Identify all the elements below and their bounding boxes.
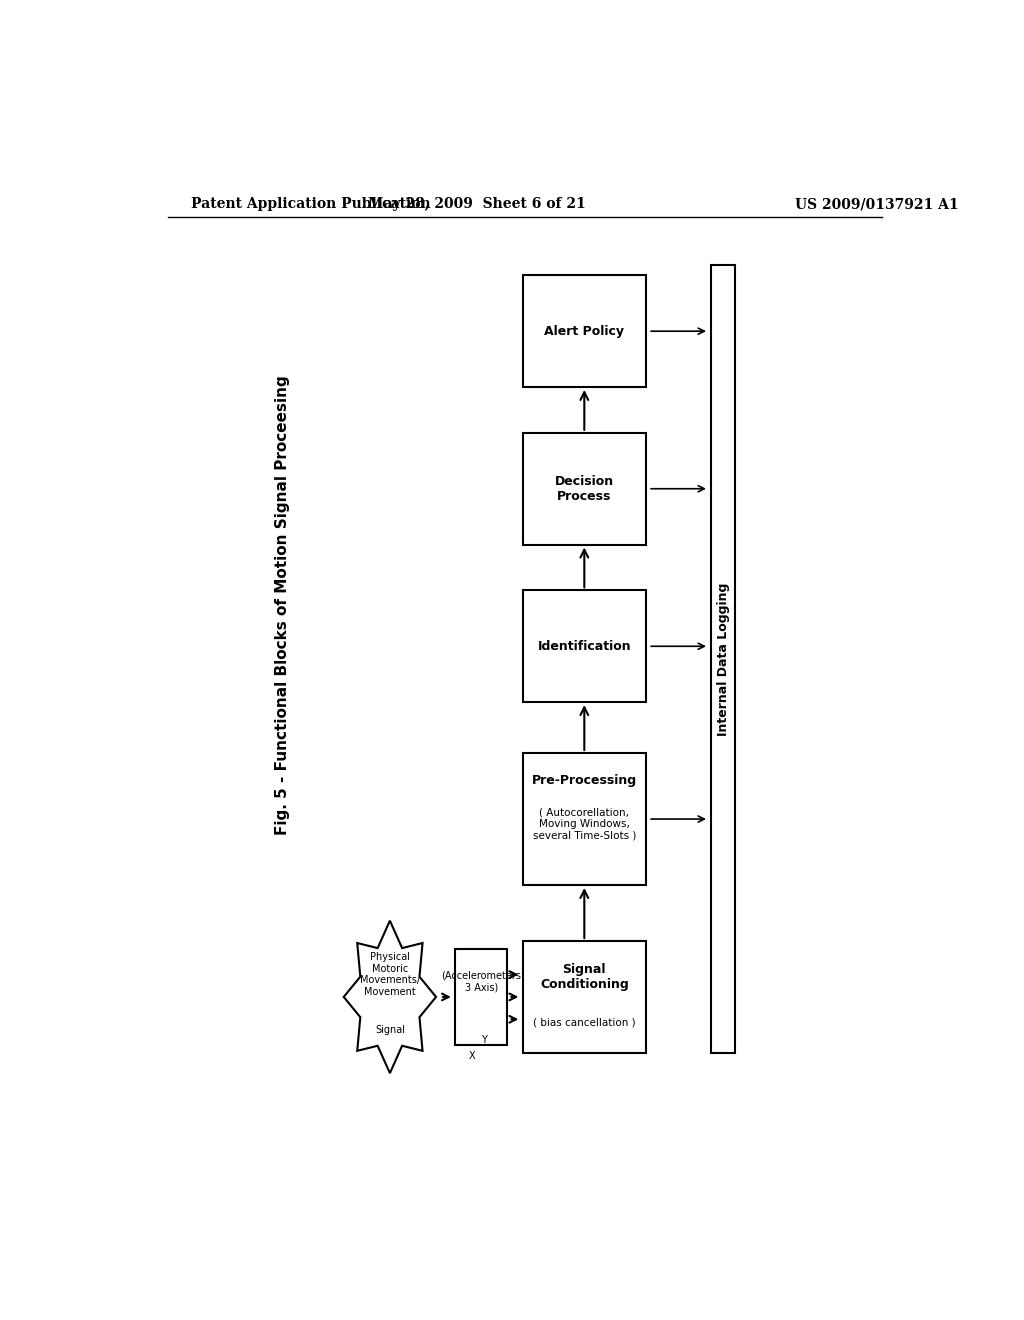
Text: Signal
Conditioning: Signal Conditioning [540, 962, 629, 990]
Text: Identification: Identification [538, 640, 631, 653]
Bar [712, 265, 735, 1053]
Bar [456, 949, 507, 1045]
Text: X: X [468, 1051, 475, 1061]
Text: US 2009/0137921 A1: US 2009/0137921 A1 [795, 197, 958, 211]
Text: Alert Policy: Alert Policy [545, 325, 625, 338]
Text: Signal: Signal [375, 1026, 404, 1035]
Bar [523, 941, 646, 1053]
Text: ( Autocorellation,
Moving Windows,
several Time-Slots ): ( Autocorellation, Moving Windows, sever… [532, 808, 636, 841]
Text: Y: Y [480, 1035, 486, 1044]
Text: ( bias cancellation ): ( bias cancellation ) [534, 1018, 636, 1027]
Text: May 28, 2009  Sheet 6 of 21: May 28, 2009 Sheet 6 of 21 [369, 197, 586, 211]
Bar [523, 752, 646, 886]
Polygon shape [344, 921, 436, 1073]
Text: Physical
Motoric
Movements/
Movement: Physical Motoric Movements/ Movement [359, 952, 420, 997]
Text: Patent Application Publication: Patent Application Publication [191, 197, 431, 211]
Text: (Accelerometers
3 Axis): (Accelerometers 3 Axis) [441, 972, 521, 993]
Text: Pre-Processing: Pre-Processing [531, 774, 637, 787]
Bar [523, 433, 646, 545]
Bar [523, 276, 646, 387]
Text: Internal Data Logging: Internal Data Logging [717, 582, 730, 735]
Bar [523, 590, 646, 702]
Text: Fig. 5 - Functional Blocks of Motion Signal Proceesing: Fig. 5 - Functional Blocks of Motion Sig… [275, 376, 290, 836]
Text: Decision
Process: Decision Process [555, 475, 613, 503]
